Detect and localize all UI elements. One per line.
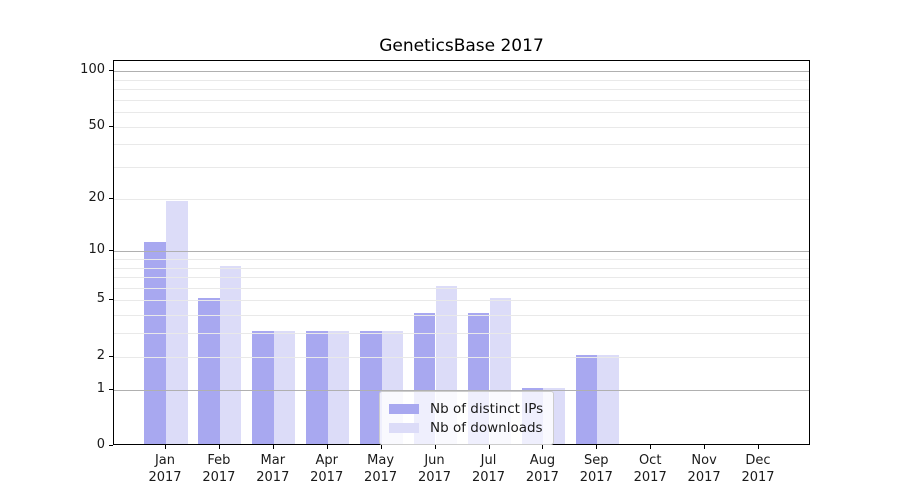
x-tick-mark-sep [596, 445, 598, 449]
gridline-9 [114, 258, 809, 260]
x-tick-mark-jun [434, 445, 436, 449]
y-tick-label-100: 100 [80, 61, 105, 77]
x-tick-mark-aug [542, 445, 544, 449]
x-tick-label-may: May 2017 [364, 453, 398, 485]
gridline-5 [114, 300, 809, 302]
x-tick-mark-feb [218, 445, 220, 449]
gridline-7 [114, 277, 809, 278]
y-tick-mark [109, 198, 113, 199]
bar-jan-downloads [166, 200, 188, 444]
x-tick-label-jun: Jun 2017 [417, 453, 452, 485]
y-tick-label-1: 1 [96, 380, 105, 396]
x-tick-label-aug: Aug 2017 [525, 453, 559, 485]
gridline-10 [114, 251, 809, 253]
y-tick-label-50: 50 [88, 117, 105, 133]
gridline-40 [114, 144, 809, 146]
gridline-90 [114, 79, 809, 81]
gridline-60 [114, 112, 809, 113]
legend-label-downloads: Nb of downloads [430, 419, 543, 436]
gridline-80 [114, 88, 809, 90]
x-tick-label-feb: Feb 2017 [202, 453, 236, 485]
y-tick-mark [109, 445, 113, 446]
gridline-4 [114, 315, 809, 317]
bar-feb-distinct-ips [198, 298, 220, 444]
y-tick-label-2: 2 [96, 347, 105, 363]
x-tick-mark-oct [650, 445, 652, 449]
x-tick-mark-jul [488, 445, 490, 449]
bar-may-distinct-ips [360, 331, 382, 444]
bar-mar-downloads [273, 331, 296, 444]
bar-sep-distinct-ips [575, 354, 598, 444]
gridline-20 [114, 198, 809, 200]
x-tick-mark-nov [704, 445, 706, 449]
legend-item-downloads: Nb of downloads [389, 418, 543, 437]
legend-swatch-downloads [389, 422, 419, 433]
x-tick-label-oct: Oct 2017 [633, 453, 667, 485]
gridline-1 [114, 389, 809, 391]
x-tick-mark-jan [165, 445, 166, 449]
bar-apr-distinct-ips [306, 331, 328, 444]
y-tick-mark [109, 70, 113, 71]
bar-apr-downloads [327, 331, 350, 444]
bar-jan-distinct-ips [144, 242, 166, 444]
y-tick-label-0: 0 [96, 437, 105, 452]
y-tick-mark [109, 126, 113, 127]
gridline-70 [114, 99, 809, 101]
gridline-50 [114, 126, 809, 128]
x-tick-mark-dec [758, 445, 759, 449]
y-tick-mark [109, 356, 113, 357]
legend: Nb of distinct IPs Nb of downloads [379, 391, 555, 445]
x-tick-label-mar: Mar 2017 [256, 453, 290, 485]
bar-sep-downloads [597, 354, 619, 444]
y-tick-label-20: 20 [88, 189, 105, 205]
x-tick-mark-apr [326, 445, 328, 449]
x-tick-label-apr: Apr 2017 [310, 453, 344, 485]
x-tick-label-sep: Sep 2017 [579, 453, 613, 485]
x-tick-mark-mar [272, 445, 274, 449]
gridline-6 [114, 287, 809, 289]
legend-swatch-distinct-ips [389, 403, 419, 414]
y-tick-label-10: 10 [88, 242, 105, 258]
bar-mar-distinct-ips [252, 331, 274, 444]
gridline-100 [114, 71, 809, 72]
gridline-2 [114, 356, 809, 358]
y-tick-mark [109, 299, 113, 300]
legend-label-distinct-ips: Nb of distinct IPs [430, 400, 544, 417]
x-tick-mark-may [380, 445, 382, 449]
y-tick-mark [109, 250, 113, 251]
x-tick-label-jul: Jul 2017 [471, 453, 506, 485]
gridline-30 [114, 167, 809, 168]
x-tick-label-dec: Dec 2017 [741, 453, 775, 485]
bar-feb-downloads [219, 265, 242, 444]
legend-item-distinct-ips: Nb of distinct IPs [389, 399, 543, 418]
gridline-3 [114, 333, 809, 335]
chart-title: GeneticsBase 2017 [379, 36, 544, 56]
plot-area: Nb of distinct IPs Nb of downloads [113, 60, 810, 445]
gridline-8 [114, 267, 809, 269]
x-tick-label-jan: Jan 2017 [148, 453, 182, 485]
y-tick-label-5: 5 [96, 291, 105, 307]
x-tick-label-nov: Nov 2017 [687, 453, 721, 485]
y-tick-mark [109, 389, 113, 390]
